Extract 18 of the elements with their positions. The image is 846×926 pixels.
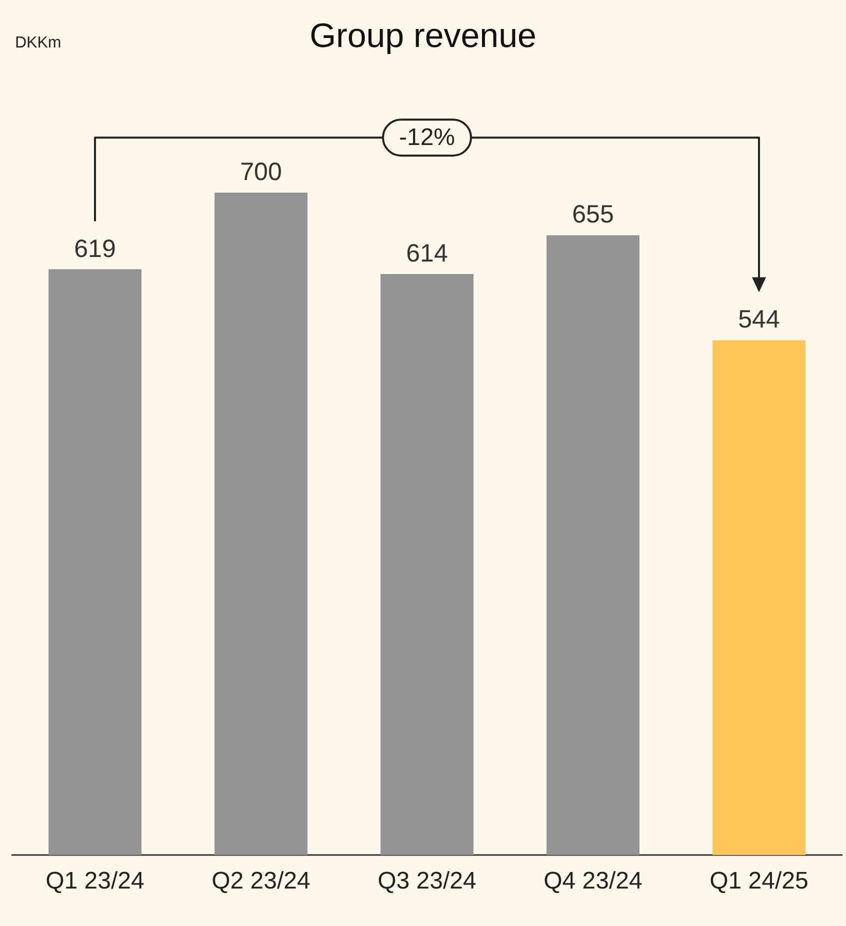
x-tick-label: Q1 23/24 (46, 868, 144, 894)
text: DKKm (15, 34, 62, 52)
bar (380, 274, 474, 855)
chart-title: Group revenue (310, 17, 536, 55)
x-tick-label: Q2 23/24 (212, 868, 310, 894)
bar (214, 192, 308, 855)
data-label: 655 (572, 200, 614, 229)
data-label: 614 (406, 240, 448, 268)
bar (48, 269, 142, 855)
bar (546, 235, 640, 855)
bar (712, 340, 806, 855)
text: -12% (398, 124, 456, 152)
data-label: 700 (240, 158, 282, 186)
x-tick-label: Q4 23/24 (544, 868, 642, 894)
data-label: 544 (738, 306, 780, 334)
data-label: 619 (74, 234, 116, 263)
x-tick-label: Q1 24/25 (710, 868, 808, 894)
x-tick-label: Q3 23/24 (378, 868, 476, 894)
